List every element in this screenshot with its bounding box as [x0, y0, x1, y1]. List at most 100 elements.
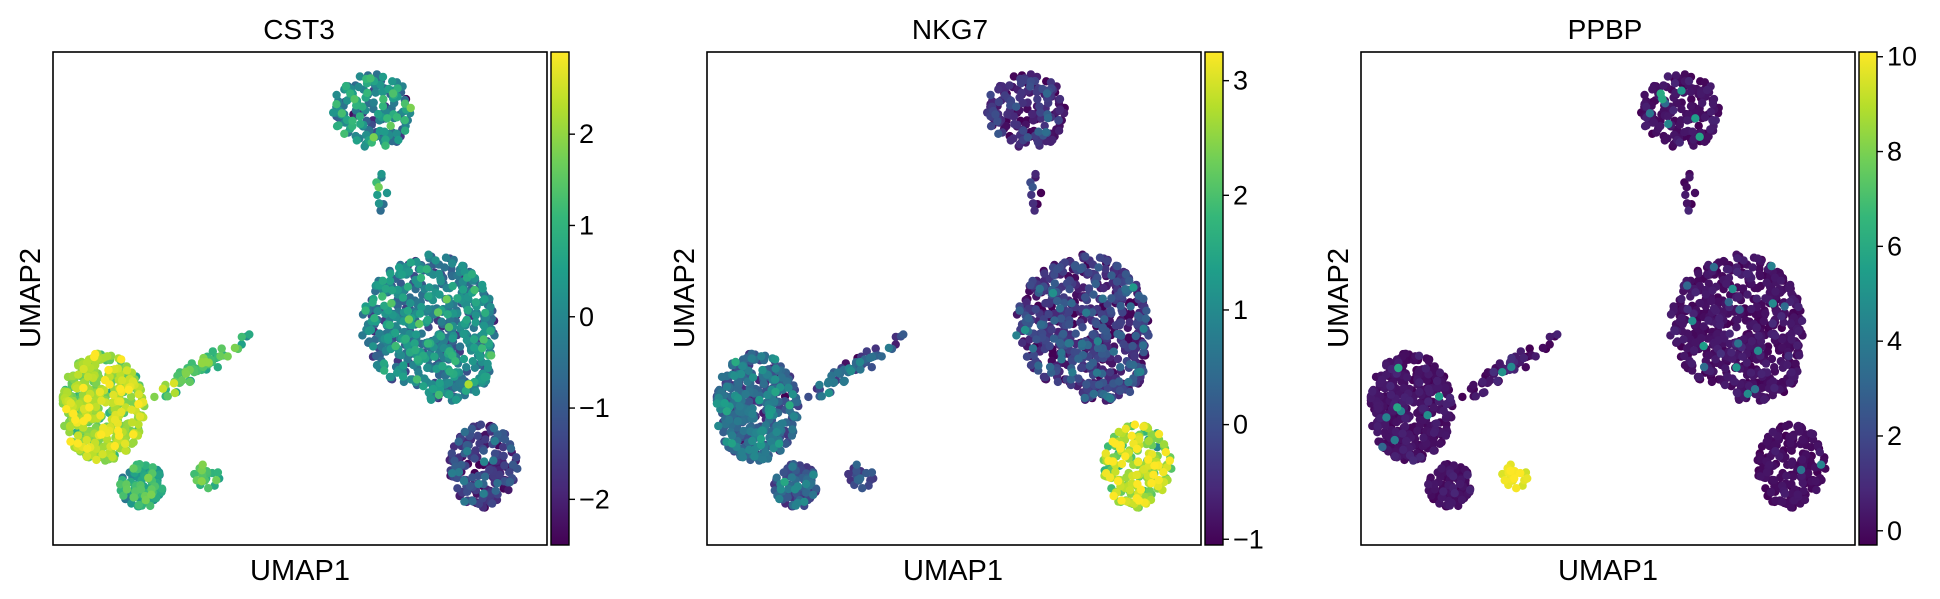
- data-point: [435, 290, 444, 299]
- data-point: [1106, 306, 1115, 315]
- scatter-points: [58, 70, 522, 512]
- data-point: [733, 393, 743, 403]
- data-point: [1127, 431, 1136, 440]
- data-point: [356, 119, 365, 129]
- data-point: [371, 88, 380, 97]
- data-point: [1761, 309, 1770, 318]
- data-point: [72, 384, 82, 393]
- data-point: [66, 421, 75, 431]
- data-point: [1743, 290, 1752, 299]
- data-point: [1399, 445, 1408, 454]
- data-point: [1117, 459, 1127, 469]
- data-point: [1681, 190, 1690, 200]
- data-point: [104, 365, 113, 375]
- data-point: [1691, 338, 1700, 347]
- data-point: [856, 365, 865, 374]
- data-point: [1019, 126, 1028, 135]
- data-point: [1382, 413, 1391, 422]
- data-point: [1783, 360, 1792, 369]
- data-point: [1080, 293, 1090, 302]
- data-point: [776, 446, 785, 455]
- data-point: [1413, 426, 1422, 435]
- data-point: [871, 344, 880, 353]
- data-point: [1421, 364, 1431, 373]
- data-point: [784, 484, 793, 494]
- data-point: [1680, 70, 1690, 79]
- data-point: [473, 431, 482, 440]
- data-point: [1064, 307, 1074, 316]
- data-point: [779, 468, 788, 477]
- data-point: [1706, 366, 1715, 376]
- data-point: [1709, 304, 1719, 313]
- data-point: [1065, 320, 1074, 329]
- data-point: [991, 110, 1000, 119]
- data-point: [1022, 352, 1032, 361]
- panel-title: CST3: [263, 14, 335, 45]
- data-point: [1098, 294, 1108, 303]
- data-point: [1390, 435, 1399, 445]
- data-point: [1400, 422, 1410, 431]
- colorbar-tick-label: 8: [1887, 137, 1902, 167]
- data-point: [1415, 387, 1424, 397]
- data-point: [73, 439, 83, 448]
- data-point: [470, 363, 480, 372]
- data-point: [734, 377, 743, 387]
- data-point: [1068, 368, 1077, 377]
- data-point: [1112, 277, 1122, 286]
- data-point: [1684, 206, 1693, 215]
- data-point: [1024, 314, 1033, 323]
- data-point: [423, 363, 432, 373]
- data-point: [474, 479, 483, 489]
- data-point: [1429, 428, 1439, 437]
- data-point: [1012, 102, 1021, 111]
- data-point: [1689, 346, 1699, 355]
- data-point: [1780, 489, 1790, 498]
- data-point: [1048, 288, 1058, 298]
- data-point: [1516, 468, 1525, 478]
- data-point: [1702, 85, 1712, 95]
- data-point: [423, 304, 433, 314]
- data-point: [1743, 389, 1753, 398]
- data-point: [485, 465, 494, 475]
- data-point: [712, 399, 722, 408]
- data-point: [767, 437, 776, 446]
- data-point: [1087, 308, 1097, 317]
- data-point: [157, 484, 167, 493]
- data-point: [355, 112, 365, 121]
- data-point: [1089, 290, 1098, 299]
- data-point: [1121, 424, 1131, 433]
- data-point: [136, 485, 146, 494]
- data-point: [337, 109, 347, 118]
- data-point: [727, 439, 737, 448]
- data-point: [391, 328, 400, 338]
- data-point: [1085, 361, 1095, 370]
- data-point: [758, 365, 767, 375]
- data-point: [758, 455, 768, 464]
- data-point: [197, 359, 207, 368]
- data-point: [1489, 367, 1498, 377]
- data-point: [1762, 278, 1771, 287]
- data-point: [1669, 106, 1678, 115]
- data-point: [499, 451, 508, 461]
- data-point: [148, 463, 157, 472]
- data-point: [1694, 269, 1703, 278]
- data-point: [444, 323, 454, 332]
- data-point: [1023, 133, 1032, 142]
- y-axis-label: UMAP2: [15, 248, 47, 348]
- data-point: [1056, 314, 1066, 323]
- data-point: [1691, 288, 1700, 297]
- data-point: [776, 485, 786, 494]
- data-point: [374, 183, 383, 192]
- data-point: [1125, 486, 1135, 495]
- colorbar-tick-label: 2: [579, 119, 594, 149]
- data-point: [403, 282, 413, 291]
- data-point: [1708, 286, 1717, 295]
- data-point: [731, 357, 740, 367]
- data-point: [436, 332, 446, 341]
- data-point: [784, 383, 793, 392]
- data-point: [778, 419, 787, 428]
- data-point: [388, 89, 398, 98]
- data-point: [801, 479, 811, 489]
